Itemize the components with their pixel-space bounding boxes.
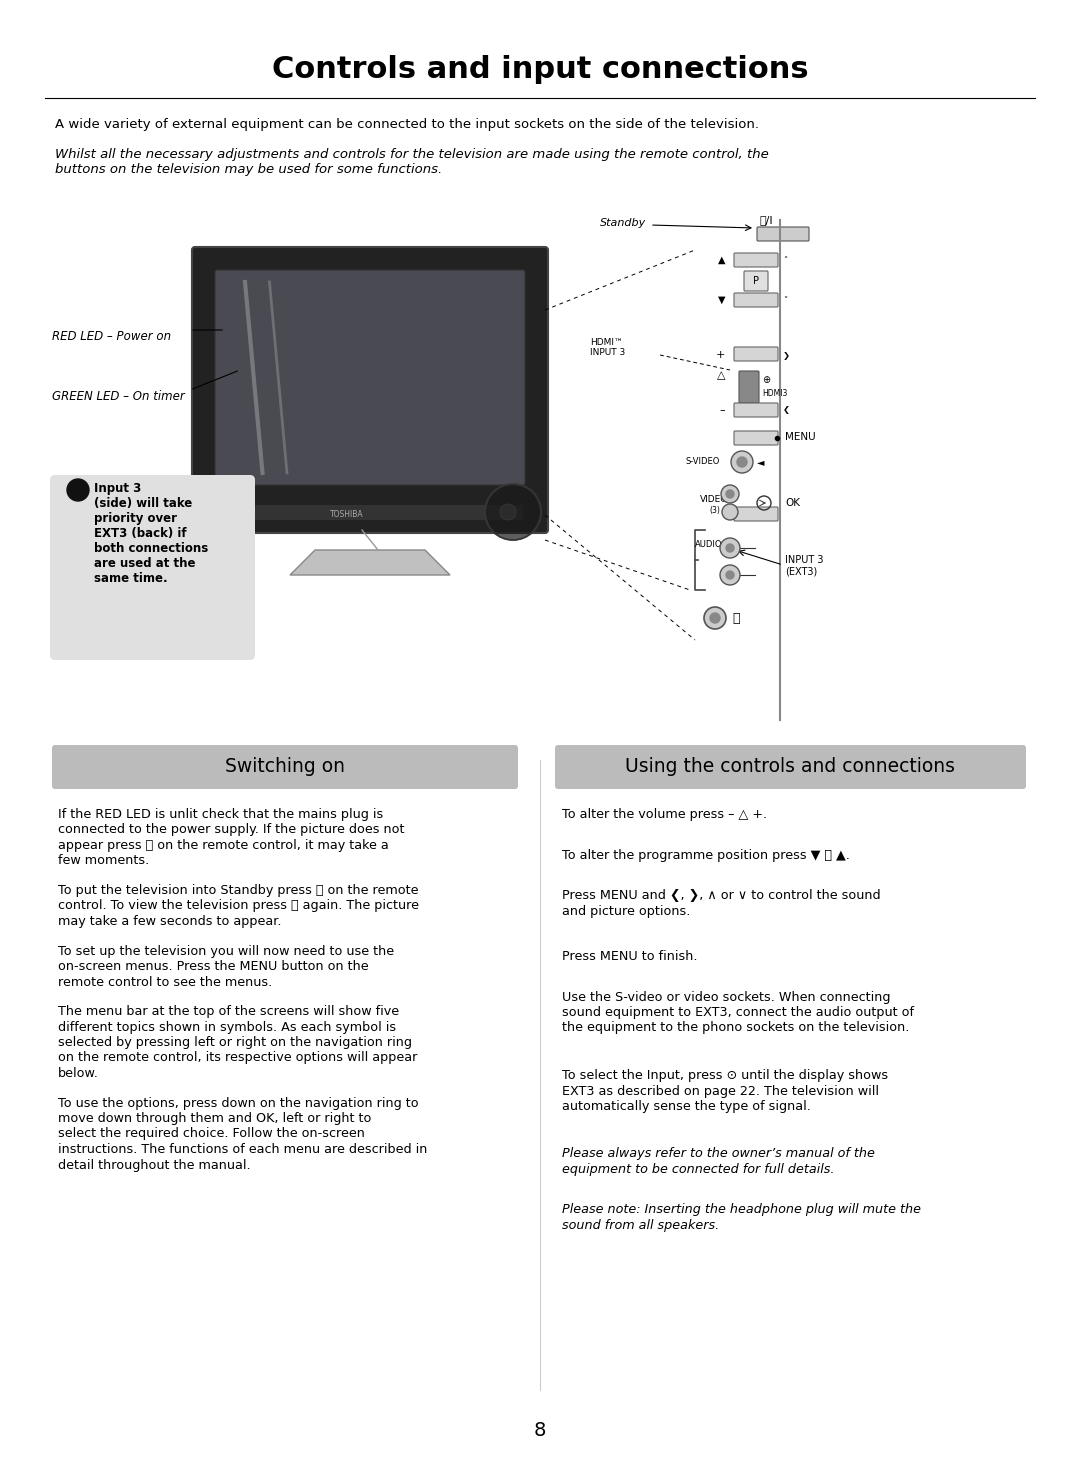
Text: ⏻/I: ⏻/I: [760, 215, 773, 225]
Text: below.: below.: [58, 1066, 99, 1080]
Text: ⊕: ⊕: [762, 376, 770, 384]
FancyBboxPatch shape: [217, 505, 523, 520]
Text: the equipment to the phono sockets on the television.: the equipment to the phono sockets on th…: [562, 1021, 909, 1034]
FancyBboxPatch shape: [734, 507, 778, 521]
Circle shape: [726, 544, 734, 552]
Text: 8: 8: [534, 1420, 546, 1439]
FancyBboxPatch shape: [192, 247, 548, 533]
FancyBboxPatch shape: [744, 271, 768, 292]
Text: If the RED LED is unlit check that the mains plug is: If the RED LED is unlit check that the m…: [58, 809, 383, 820]
Text: OK: OK: [785, 498, 800, 508]
Text: The menu bar at the top of the screens will show five: The menu bar at the top of the screens w…: [58, 1005, 400, 1018]
Text: on the remote control, its respective options will appear: on the remote control, its respective op…: [58, 1052, 417, 1065]
Circle shape: [721, 485, 739, 502]
Text: remote control to see the menus.: remote control to see the menus.: [58, 975, 272, 988]
Text: Using the controls and connections: Using the controls and connections: [625, 757, 955, 776]
Circle shape: [720, 538, 740, 558]
Text: few moments.: few moments.: [58, 854, 149, 868]
Circle shape: [500, 504, 516, 520]
Text: detail throughout the manual.: detail throughout the manual.: [58, 1158, 251, 1171]
Text: Use the S-video or video sockets. When connecting: Use the S-video or video sockets. When c…: [562, 990, 891, 1003]
Text: Press MENU to finish.: Press MENU to finish.: [562, 950, 698, 963]
Text: MENU: MENU: [785, 432, 815, 442]
Text: instructions. The functions of each menu are described in: instructions. The functions of each menu…: [58, 1143, 428, 1156]
Text: appear press ⓘ on the remote control, it may take a: appear press ⓘ on the remote control, it…: [58, 840, 389, 851]
Text: Standby: Standby: [600, 218, 646, 228]
Text: Please always refer to the owner’s manual of the: Please always refer to the owner’s manua…: [562, 1147, 875, 1161]
Circle shape: [726, 572, 734, 579]
Circle shape: [704, 607, 726, 629]
FancyBboxPatch shape: [739, 371, 759, 404]
Text: select the required choice. Follow the on-screen: select the required choice. Follow the o…: [58, 1127, 365, 1140]
FancyBboxPatch shape: [52, 745, 518, 790]
Text: ▲: ▲: [717, 255, 725, 265]
Text: move down through them and OK, left or right to: move down through them and OK, left or r…: [58, 1112, 372, 1125]
Text: INPUT 3
(EXT3): INPUT 3 (EXT3): [785, 555, 824, 576]
Text: ˅: ˅: [783, 296, 787, 305]
Text: S-VIDEO: S-VIDEO: [685, 458, 719, 467]
Text: To put the television into Standby press ⓘ on the remote: To put the television into Standby press…: [58, 884, 419, 897]
FancyBboxPatch shape: [734, 253, 778, 267]
FancyBboxPatch shape: [555, 745, 1026, 790]
Text: Switching on: Switching on: [225, 757, 345, 776]
Text: AUDIO: AUDIO: [696, 541, 723, 549]
Text: RED LED – Power on: RED LED – Power on: [52, 330, 171, 343]
Text: ❮: ❮: [783, 405, 789, 414]
Text: △: △: [716, 370, 725, 380]
Text: automatically sense the type of signal.: automatically sense the type of signal.: [562, 1100, 811, 1114]
Text: selected by pressing left or right on the navigation ring: selected by pressing left or right on th…: [58, 1036, 411, 1049]
Circle shape: [726, 491, 734, 498]
Text: HDMI™
INPUT 3: HDMI™ INPUT 3: [590, 337, 625, 358]
FancyBboxPatch shape: [50, 474, 255, 660]
Text: VIDEO: VIDEO: [700, 495, 728, 504]
Text: control. To view the television press ⓘ again. The picture: control. To view the television press ⓘ …: [58, 900, 419, 912]
Text: may take a few seconds to appear.: may take a few seconds to appear.: [58, 915, 282, 928]
Text: connected to the power supply. If the picture does not: connected to the power supply. If the pi…: [58, 823, 405, 837]
Text: and picture options.: and picture options.: [562, 904, 690, 918]
Text: sound from all speakers.: sound from all speakers.: [562, 1220, 719, 1231]
Text: +: +: [716, 351, 725, 359]
FancyBboxPatch shape: [734, 404, 778, 417]
Text: Controls and input connections: Controls and input connections: [272, 55, 808, 84]
Polygon shape: [291, 549, 450, 574]
Text: sound equipment to EXT3, connect the audio output of: sound equipment to EXT3, connect the aud…: [562, 1006, 914, 1019]
FancyBboxPatch shape: [734, 432, 778, 445]
Text: Whilst all the necessary adjustments and controls for the television are made us: Whilst all the necessary adjustments and…: [55, 147, 769, 175]
FancyBboxPatch shape: [734, 348, 778, 361]
FancyBboxPatch shape: [215, 270, 525, 485]
Text: equipment to be connected for full details.: equipment to be connected for full detai…: [562, 1164, 835, 1175]
FancyBboxPatch shape: [757, 227, 809, 242]
Text: P: P: [753, 275, 759, 286]
Text: ◄: ◄: [757, 457, 765, 467]
Text: different topics shown in symbols. As each symbol is: different topics shown in symbols. As ea…: [58, 1021, 396, 1034]
Text: Input 3
(side) will take
priority over
EXT3 (back) if
both connections
are used : Input 3 (side) will take priority over E…: [94, 482, 208, 585]
Text: To select the Input, press ⊙ until the display shows: To select the Input, press ⊙ until the d…: [562, 1069, 888, 1083]
Text: on-screen menus. Press the MENU button on the: on-screen menus. Press the MENU button o…: [58, 960, 368, 974]
Text: (3): (3): [710, 505, 720, 514]
Circle shape: [67, 479, 89, 501]
Text: HDMI3: HDMI3: [762, 389, 787, 398]
Circle shape: [710, 613, 720, 623]
Text: Press MENU and ❮, ❯, ∧ or ∨ to control the sound: Press MENU and ❮, ❯, ∧ or ∨ to control t…: [562, 890, 880, 901]
Text: TOSHIBA: TOSHIBA: [330, 510, 364, 518]
Text: ▼: ▼: [717, 295, 725, 305]
Text: –: –: [719, 405, 725, 415]
Text: ˄: ˄: [783, 255, 787, 265]
Text: To set up the television you will now need to use the: To set up the television you will now ne…: [58, 944, 394, 957]
Circle shape: [737, 457, 747, 467]
Text: Please note: Inserting the headphone plug will mute the: Please note: Inserting the headphone plu…: [562, 1203, 921, 1217]
Circle shape: [720, 566, 740, 585]
Text: A wide variety of external equipment can be connected to the input sockets on th: A wide variety of external equipment can…: [55, 118, 759, 131]
Text: To use the options, press down on the navigation ring to: To use the options, press down on the na…: [58, 1096, 419, 1109]
Text: To alter the programme position press ▼ ⓟ ▲.: To alter the programme position press ▼ …: [562, 848, 850, 862]
Text: GREEN LED – On timer: GREEN LED – On timer: [52, 390, 185, 404]
FancyBboxPatch shape: [734, 293, 778, 306]
Text: ❯: ❯: [783, 351, 789, 359]
Circle shape: [723, 504, 738, 520]
Circle shape: [485, 485, 541, 541]
Text: To alter the volume press – △ +.: To alter the volume press – △ +.: [562, 809, 767, 820]
Text: 🎧: 🎧: [732, 611, 740, 625]
Circle shape: [731, 451, 753, 473]
Text: EXT3 as described on page 22. The television will: EXT3 as described on page 22. The televi…: [562, 1084, 879, 1097]
